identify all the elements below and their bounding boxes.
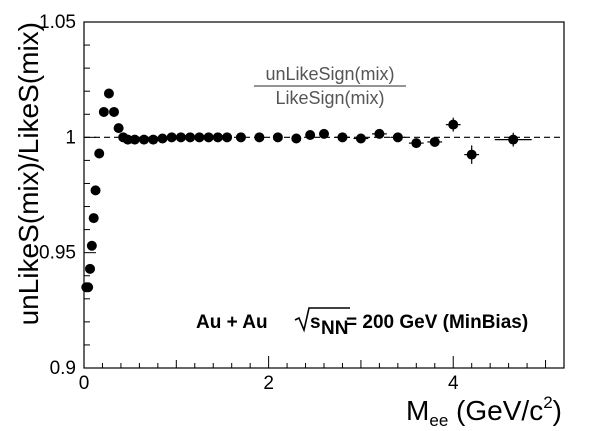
data-point: [86, 240, 97, 251]
ratio-numerator: unLikeSign(mix): [265, 64, 394, 84]
data-point: [466, 149, 477, 160]
data-point: [429, 136, 440, 147]
data-point: [83, 282, 94, 293]
x-axis-title-close: ): [553, 395, 562, 426]
axis-tick-labels: 0 2 4 0.9 0.95 1 1.05: [39, 12, 459, 394]
data-point: [291, 133, 302, 144]
x-axis-title-main: M: [406, 395, 429, 426]
data-point: [175, 132, 186, 143]
data-point: [411, 138, 422, 149]
ratio-denominator: LikeSign(mix): [275, 88, 384, 108]
data-point: [222, 132, 233, 143]
sqrt-s-label: s: [310, 312, 321, 333]
y-tick-label: 0.9: [50, 358, 76, 379]
data-point: [113, 123, 124, 134]
data-point: [94, 148, 105, 159]
data-point: [185, 132, 196, 143]
data-point: [355, 133, 366, 144]
data-point: [157, 133, 168, 144]
ratio-annotation: unLikeSign(mix) LikeSign(mix): [254, 64, 406, 108]
data-point: [90, 185, 101, 196]
data-point: [148, 134, 159, 145]
data-point: [98, 106, 109, 117]
data-points: [81, 88, 519, 293]
data-point: [88, 213, 99, 224]
y-axis-title: unLikeS(mix)/LikeS(mix): [13, 22, 44, 325]
sqrt-s-subscript: NN: [321, 318, 348, 339]
x-axis-title: Mee (GeV/c2): [406, 393, 562, 430]
data-point: [235, 132, 246, 143]
sqrt-sign: [294, 307, 350, 333]
data-point: [103, 88, 114, 99]
data-point: [272, 132, 283, 143]
data-point: [212, 132, 223, 143]
data-point: [139, 134, 149, 145]
data-point: [129, 134, 140, 145]
data-point: [374, 128, 385, 139]
data-point: [85, 263, 95, 274]
data-point: [319, 128, 329, 139]
system-annotation: Au + Au s NN = 200 GeV (MinBias): [196, 307, 528, 339]
data-point: [109, 106, 119, 117]
y-tick-label: 1: [65, 127, 76, 148]
x-tick-label: 2: [263, 373, 274, 394]
energy-label: = 200 GeV (MinBias): [346, 312, 528, 333]
data-point: [392, 132, 403, 143]
data-point: [122, 134, 133, 145]
axis-ticks: [83, 21, 565, 369]
data-point: [166, 132, 177, 143]
x-axis-title-unit: (GeV/c: [448, 395, 543, 426]
y-tick-label: 0.95: [39, 243, 76, 264]
system-label: Au + Au: [196, 312, 268, 333]
data-point: [448, 119, 459, 130]
data-point: [194, 132, 205, 143]
data-point: [254, 132, 265, 143]
data-point: [203, 132, 214, 143]
data-point: [305, 130, 316, 141]
x-tick-label: 0: [79, 373, 90, 394]
x-axis-title-sub: ee: [429, 411, 448, 430]
data-point: [508, 134, 519, 145]
data-point: [337, 132, 348, 143]
y-tick-label: 1.05: [39, 12, 76, 33]
x-tick-label: 4: [448, 373, 459, 394]
x-axis-title-sup: 2: [543, 393, 552, 412]
